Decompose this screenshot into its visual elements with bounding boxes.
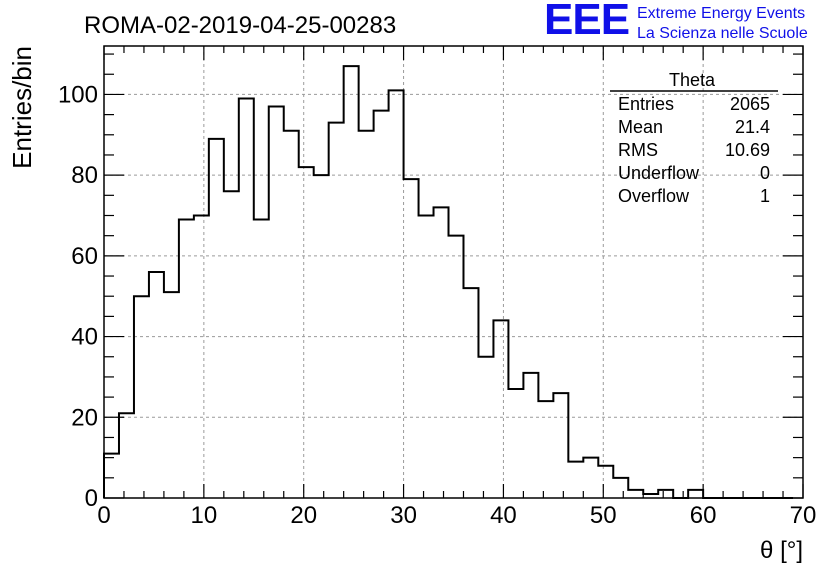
y-tick-label-0: 0: [85, 485, 98, 512]
stat-value: 1: [760, 186, 770, 206]
histogram-bin: [269, 107, 284, 498]
x-tick-label-60: 60: [690, 502, 717, 529]
stat-label: RMS: [618, 140, 658, 160]
histogram-bin: [389, 90, 404, 498]
logo-mark: EEE: [544, 0, 630, 44]
chart-title: ROMA-02-2019-04-25-00283: [84, 12, 396, 39]
histogram-bin: [119, 413, 134, 498]
histogram-bin: [449, 236, 464, 498]
y-tick-label-80: 80: [71, 162, 98, 189]
histogram-bin: [329, 123, 344, 498]
histogram-bin: [568, 462, 583, 498]
histogram-bin: [134, 296, 149, 498]
histogram-bin: [344, 66, 359, 498]
plot-frame: [103, 45, 804, 499]
y-axis-label: Entries/bin: [7, 46, 37, 169]
histogram-bin: [613, 478, 628, 498]
histogram-bin: [508, 389, 523, 498]
x-tick-label-70: 70: [790, 502, 817, 529]
histogram-bin: [538, 401, 553, 498]
x-axis-label: θ [°]: [760, 537, 803, 564]
y-tick-label-60: 60: [71, 243, 98, 270]
histogram-bin: [688, 490, 703, 498]
histogram-bin: [643, 494, 658, 498]
histogram-bin: [284, 131, 299, 498]
histogram-bin: [553, 393, 568, 498]
histogram-bin: [374, 111, 389, 498]
stat-label: Overflow: [618, 186, 690, 206]
stat-label: Entries: [618, 94, 674, 114]
histogram-bin: [359, 131, 374, 498]
histogram-bin: [179, 220, 194, 498]
histogram-bin: [478, 357, 493, 498]
x-tick-label-10: 10: [191, 502, 218, 529]
histogram-bin: [224, 191, 239, 498]
stats-box: Theta Entries 2065 Mean 21.4 RMS 10.69 Underfl…: [610, 70, 778, 206]
histogram-bin: [404, 179, 419, 498]
histogram-bin: [164, 292, 179, 498]
histogram-bin: [299, 167, 314, 498]
histogram-bin: [104, 454, 119, 498]
histogram-bin: [523, 373, 538, 498]
axis-ticks: [103, 46, 804, 499]
histogram-bin: [598, 466, 613, 498]
stat-value: 21.4: [735, 117, 770, 137]
x-tick-label-30: 30: [390, 502, 417, 529]
histogram-bin: [209, 139, 224, 498]
stat-label: Mean: [618, 117, 663, 137]
x-tick-label-0: 0: [97, 502, 110, 529]
x-tick-label-40: 40: [490, 502, 517, 529]
stat-value: 0: [760, 163, 770, 183]
stat-value: 2065: [730, 94, 770, 114]
histogram-bin: [463, 288, 478, 498]
histogram-bin: [254, 220, 269, 498]
histogram-bin: [194, 216, 209, 499]
stat-label: Underflow: [618, 163, 700, 183]
grid-lines: [104, 46, 803, 498]
stats-title: Theta: [669, 70, 716, 90]
y-tick-label-20: 20: [71, 404, 98, 431]
histogram-bins: [104, 66, 703, 498]
x-tick-label-20: 20: [290, 502, 317, 529]
histogram-bin: [434, 207, 449, 498]
histogram-bin: [314, 175, 329, 498]
logo-line-1: Extreme Energy Events: [637, 5, 806, 22]
logo-line-2: La Scienza nelle Scuole: [637, 25, 808, 42]
histogram-bin: [419, 216, 434, 499]
y-tick-label-40: 40: [71, 324, 98, 351]
histogram-bin: [583, 458, 598, 498]
stat-value: 10.69: [725, 140, 770, 160]
histogram-bin: [658, 490, 673, 498]
y-tick-label-100: 100: [58, 81, 98, 108]
logo-text: Extreme Energy Events La Scienza nelle S…: [637, 4, 808, 44]
x-tick-label-50: 50: [590, 502, 617, 529]
histogram-bin: [239, 98, 254, 498]
histogram-bin: [628, 490, 643, 498]
histogram-bin: [149, 272, 164, 498]
histogram-bin: [493, 320, 508, 498]
